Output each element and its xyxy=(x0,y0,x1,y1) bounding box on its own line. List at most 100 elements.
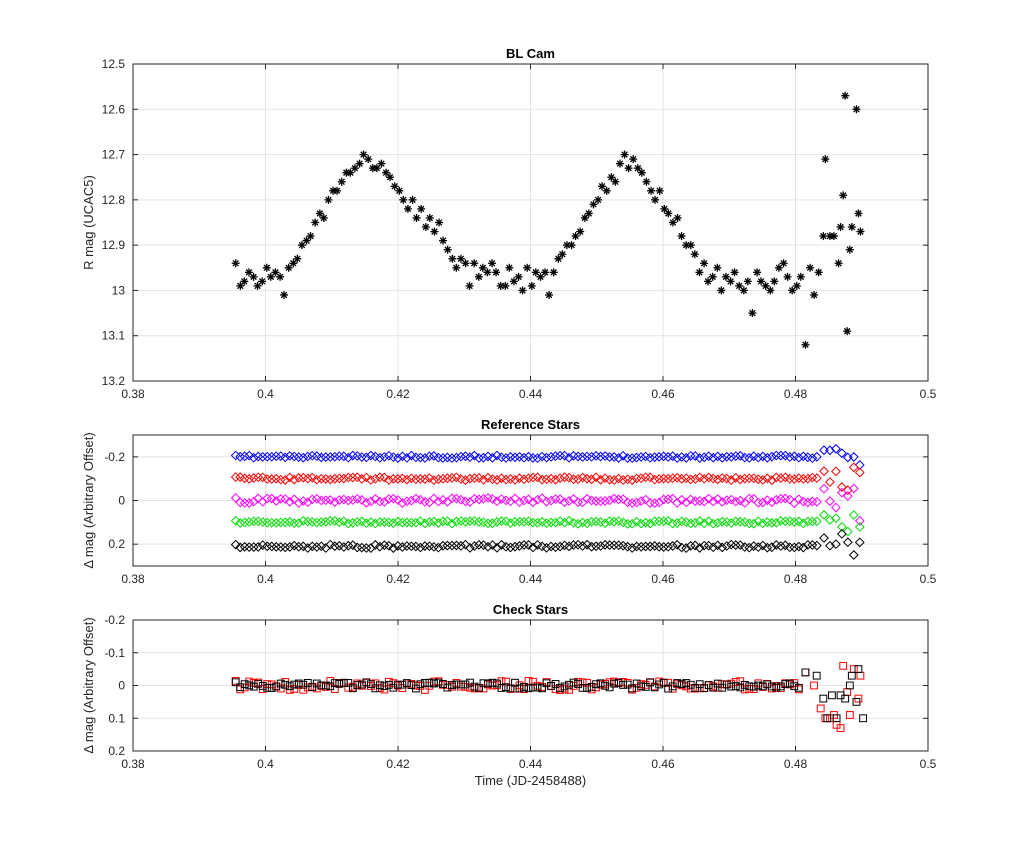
data-point xyxy=(456,540,466,551)
data-point xyxy=(460,517,471,527)
data-point xyxy=(761,281,770,290)
data-points xyxy=(230,443,865,560)
x-tick-label: 0.44 xyxy=(519,387,543,401)
data-point xyxy=(591,541,601,552)
data-point xyxy=(410,517,421,528)
data-point xyxy=(374,472,385,483)
data-point xyxy=(410,474,421,485)
data-point xyxy=(771,517,782,528)
data-point xyxy=(586,541,597,552)
data-point xyxy=(474,453,484,463)
data-point xyxy=(262,541,273,552)
data-point xyxy=(493,679,501,688)
data-point xyxy=(424,451,435,462)
data-point xyxy=(397,498,408,508)
data-point xyxy=(320,495,331,506)
data-point xyxy=(551,680,560,688)
data-point xyxy=(807,496,818,507)
data-point xyxy=(834,259,843,268)
data-point xyxy=(825,514,835,525)
data-point xyxy=(262,451,273,462)
data-point xyxy=(329,473,340,484)
data-point xyxy=(775,541,786,551)
data-point xyxy=(419,453,430,463)
data-point xyxy=(664,209,673,218)
data-point xyxy=(275,493,286,504)
data-point xyxy=(676,473,687,484)
data-point xyxy=(766,542,777,553)
data-point xyxy=(546,451,556,462)
data-point xyxy=(848,483,859,494)
data-point xyxy=(433,474,444,485)
data-point xyxy=(699,518,710,529)
data-point xyxy=(433,518,444,528)
data-point xyxy=(383,475,394,485)
data-point xyxy=(262,474,273,484)
data-point xyxy=(492,542,502,553)
data-point xyxy=(673,213,682,222)
data-point xyxy=(667,473,678,484)
data-point xyxy=(379,496,390,507)
data-point xyxy=(397,542,408,552)
data-point xyxy=(609,540,620,551)
data-point xyxy=(479,684,488,693)
series-0 xyxy=(231,91,865,349)
data-point xyxy=(802,473,813,484)
data-point xyxy=(370,539,381,550)
data-point xyxy=(739,473,750,484)
data-point xyxy=(528,497,538,508)
data-point xyxy=(770,277,779,286)
data-point xyxy=(496,516,507,526)
data-point xyxy=(567,241,576,250)
data-point xyxy=(658,542,669,552)
data-point xyxy=(465,516,475,527)
data-point xyxy=(672,498,683,508)
data-point xyxy=(743,277,752,286)
data-point xyxy=(501,516,511,527)
data-point xyxy=(312,679,321,688)
data-point xyxy=(713,263,722,272)
data-point xyxy=(757,497,768,508)
data-point xyxy=(344,679,353,687)
data-point xyxy=(694,453,705,463)
data-point xyxy=(502,683,510,692)
data-point xyxy=(730,540,741,550)
data-point xyxy=(415,516,426,527)
data-point xyxy=(466,678,474,687)
data-point xyxy=(438,453,448,463)
y-tick-label: 12.8 xyxy=(102,193,126,207)
data-point xyxy=(415,452,426,463)
data-point xyxy=(744,493,755,504)
data-point xyxy=(280,452,291,463)
data-point xyxy=(836,521,847,532)
data-point xyxy=(859,714,867,723)
data-point xyxy=(796,272,805,281)
data-point xyxy=(819,533,829,543)
data-point xyxy=(690,517,701,528)
axes-frame xyxy=(132,63,929,382)
data-point xyxy=(836,448,847,459)
data-point xyxy=(266,517,277,528)
data-point xyxy=(344,683,353,692)
data-point xyxy=(730,516,741,527)
data-point xyxy=(337,177,346,186)
data-point xyxy=(231,678,240,687)
data-point xyxy=(541,518,552,529)
data-point xyxy=(307,450,318,461)
data-point xyxy=(478,452,489,463)
data-point xyxy=(276,679,285,688)
data-point xyxy=(388,518,399,528)
data-point xyxy=(624,164,633,173)
data-point xyxy=(841,91,850,100)
data-point xyxy=(600,539,611,550)
data-point xyxy=(541,496,552,507)
data-point xyxy=(748,518,759,529)
data-point xyxy=(284,472,295,483)
data-point xyxy=(249,272,258,281)
data-point xyxy=(388,473,399,484)
data-point xyxy=(406,495,417,506)
data-point xyxy=(807,516,818,527)
series-3 xyxy=(230,509,865,537)
data-point xyxy=(361,452,372,463)
data-point xyxy=(559,517,570,528)
